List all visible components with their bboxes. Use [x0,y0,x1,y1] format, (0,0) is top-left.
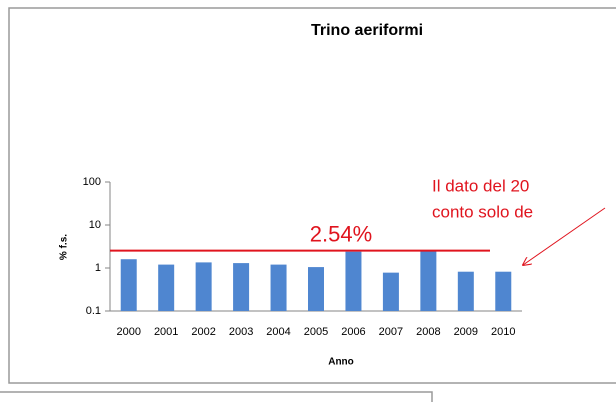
x-tick-label: 2010 [491,326,515,338]
reference-label: 2.54% [310,221,372,246]
bar [270,264,287,311]
bar [382,272,399,311]
x-axis-label: Anno [328,357,354,368]
x-tick-label: 2005 [304,326,328,338]
x-tick-label: 2004 [266,326,290,338]
x-tick-label: 2007 [379,326,403,338]
annotation: Il dato del 20 [432,176,529,195]
y-tick-label: 1 [95,262,101,274]
x-tick-label: 2002 [191,326,215,338]
x-tick-label: 2001 [154,326,178,338]
bar [457,271,474,311]
bar [120,259,137,311]
x-tick-label: 2008 [416,326,440,338]
chart-title: Trino aeriformi [311,22,423,39]
next-frame [0,391,433,402]
y-tick-label: 100 [83,176,101,188]
annotation: conto solo de [432,202,533,221]
y-axis-label: % f.s. [59,234,70,260]
y-tick-label: 10 [89,219,101,231]
chart-frame [8,7,616,384]
x-tick-label: 2003 [229,326,253,338]
x-tick-label: 2006 [341,326,365,338]
bar [308,267,324,311]
bar [233,263,250,311]
y-tick-label: 0.1 [86,305,101,317]
bar [158,264,175,311]
bar [420,250,437,311]
x-tick-label: 2000 [116,326,140,338]
bar [195,262,212,311]
bar [495,271,512,311]
annotation-arrow [523,207,606,265]
bar [345,251,362,311]
x-tick-label: 2009 [454,326,478,338]
